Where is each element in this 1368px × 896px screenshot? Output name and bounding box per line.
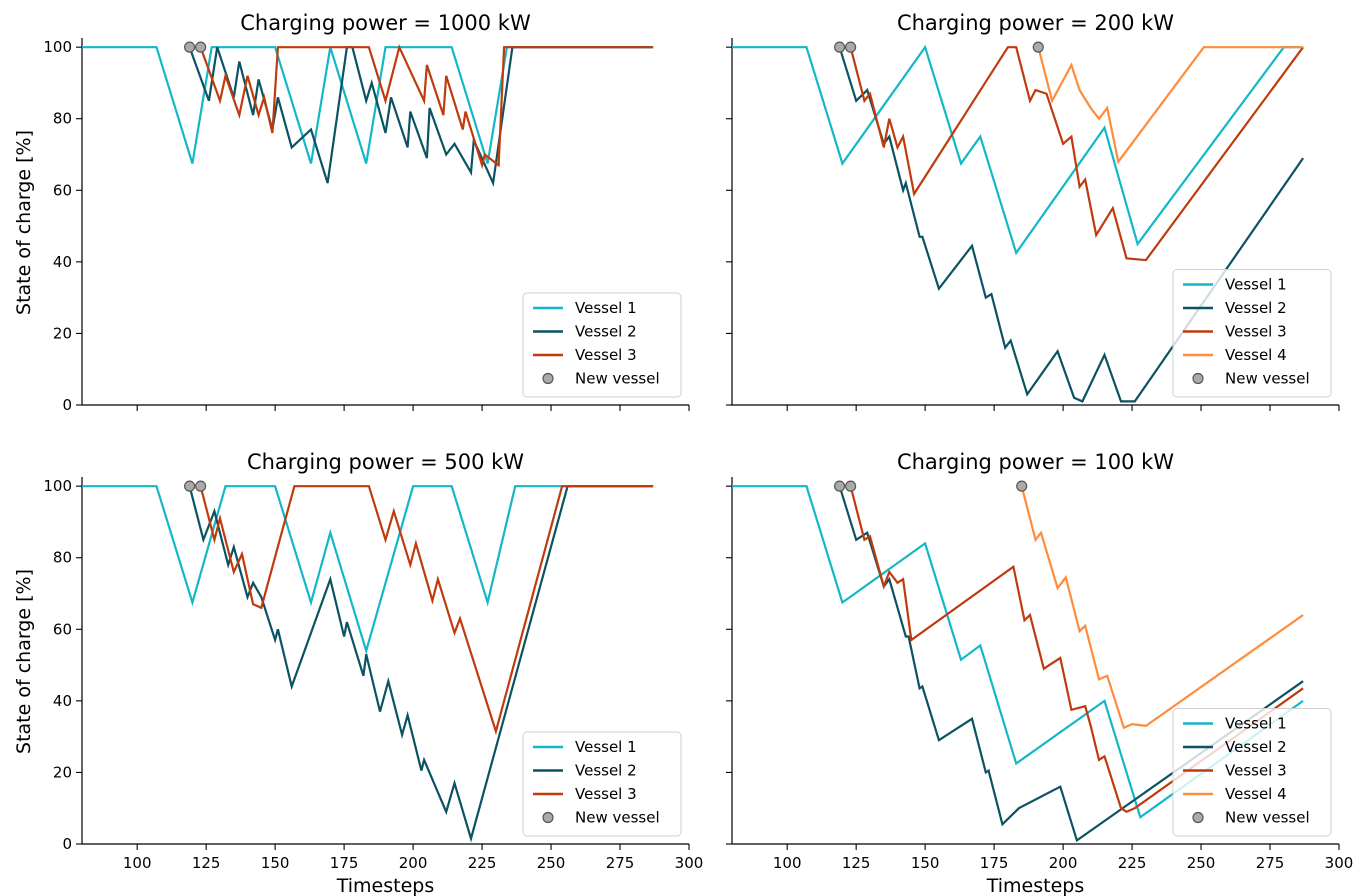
legend-label: Vessel 2 — [575, 323, 637, 341]
legend-label: New vessel — [1225, 370, 1310, 388]
x-tick-label: 225 — [468, 854, 497, 872]
series-line-vessel-1 — [732, 485, 1304, 819]
x-tick-label: 175 — [980, 854, 1009, 872]
legend-label: Vessel 3 — [1225, 323, 1287, 341]
series-line-vessel-3 — [199, 485, 654, 736]
x-tick-label: 125 — [842, 854, 871, 872]
chart-title: Charging power = 200 kW — [897, 11, 1174, 35]
y-tick-label: 20 — [53, 763, 72, 781]
x-tick-label: 150 — [261, 854, 290, 872]
new-vessel-marker — [1016, 480, 1028, 492]
series-line-vessel-3 — [849, 46, 1304, 262]
legend: Vessel 1 Vessel 2 Vessel 3 Vessel 4 New vess… — [1172, 269, 1332, 398]
x-tick-label: 125 — [192, 854, 221, 872]
legend-label: Vessel 2 — [1225, 738, 1287, 756]
legend-label: Vessel 3 — [575, 346, 637, 364]
legend: Vessel 1 Vessel 2 Vessel 3 New vessel — [522, 731, 682, 837]
legend-marker — [542, 811, 554, 824]
y-tick-label: 60 — [53, 181, 72, 199]
series-line-vessel-4 — [1037, 46, 1304, 165]
x-tick-label: 250 — [537, 854, 566, 872]
series-line-vessel-3 — [199, 43, 654, 170]
new-vessel-marker — [845, 41, 857, 53]
x-axis-label: Timesteps — [986, 875, 1085, 896]
chart-title: Charging power = 500 kW — [247, 450, 524, 474]
series-line-vessel-3 — [849, 485, 1304, 814]
y-tick-label: 100 — [43, 38, 72, 56]
legend-label: Vessel 3 — [575, 785, 637, 803]
legend-box — [522, 731, 682, 837]
series-line-vessel-1 — [82, 485, 654, 655]
legend-label: New vessel — [1225, 809, 1310, 827]
new-vessel-marker — [834, 41, 846, 53]
legend-label: New vessel — [575, 370, 660, 388]
legend-box — [522, 292, 682, 398]
x-tick-label: 225 — [1118, 854, 1147, 872]
y-tick-label: 0 — [62, 835, 72, 853]
new-vessel-marker — [845, 480, 857, 492]
new-vessel-marker — [184, 480, 196, 492]
legend-label: Vessel 1 — [1225, 276, 1287, 294]
legend-marker — [1192, 811, 1204, 824]
x-tick-label: 300 — [675, 854, 704, 872]
y-tick-label: 60 — [53, 620, 72, 638]
x-tick-label: 100 — [123, 854, 152, 872]
series-line-vessel-1 — [82, 46, 654, 164]
series-line-vessel-2 — [838, 46, 1305, 403]
new-vessel-marker — [195, 41, 207, 53]
legend: Vessel 1 Vessel 2 Vessel 3 Vessel 4 New vess… — [1172, 708, 1332, 837]
legend-label: Vessel 2 — [575, 762, 637, 780]
legend-box — [1172, 708, 1332, 837]
legend-label: Vessel 1 — [1225, 715, 1287, 733]
new-vessel-marker — [184, 41, 196, 53]
y-tick-label: 0 — [62, 396, 72, 414]
series-line-vessel-1 — [732, 44, 1304, 256]
legend-label: Vessel 1 — [575, 299, 637, 317]
legend-marker — [542, 372, 554, 385]
chart-title: Charging power = 1000 kW — [240, 11, 531, 35]
new-vessel-marker — [1032, 41, 1044, 53]
x-tick-label: 175 — [330, 854, 359, 872]
legend-label: Vessel 4 — [1225, 785, 1287, 803]
legend-label: Vessel 4 — [1225, 346, 1287, 364]
series-line-vessel-4 — [1020, 485, 1304, 730]
x-tick-label: 200 — [399, 854, 428, 872]
x-tick-label: 100 — [773, 854, 802, 872]
x-tick-label: 150 — [911, 854, 940, 872]
legend-label: New vessel — [575, 809, 660, 827]
y-tick-label: 100 — [43, 477, 72, 495]
y-tick-label: 20 — [53, 324, 72, 342]
y-tick-label: 40 — [53, 253, 72, 271]
chart-panel-4: Charging power = 100 kW 100 125 150 175 200 22… — [726, 450, 1353, 896]
x-tick-label: 275 — [606, 854, 635, 872]
legend-label: Vessel 2 — [1225, 299, 1287, 317]
legend-marker — [1192, 372, 1204, 385]
series-line-vessel-2 — [188, 46, 654, 188]
y-tick-label: 80 — [53, 110, 72, 128]
legend-label: Vessel 1 — [575, 738, 637, 756]
chart-title: Charging power = 100 kW — [897, 450, 1174, 474]
x-tick-label: 250 — [1187, 854, 1216, 872]
x-axis-label: Timesteps — [336, 875, 435, 896]
chart-panel-1: Charging power = 1000 kW 0 20 40 60 80 100 Stat… — [13, 11, 690, 414]
new-vessel-marker — [195, 480, 207, 492]
x-tick-label: 200 — [1049, 854, 1078, 872]
legend: Vessel 1 Vessel 2 Vessel 3 New vessel — [522, 292, 682, 398]
legend-box — [1172, 269, 1332, 398]
y-tick-label: 40 — [53, 692, 72, 710]
legend-label: Vessel 3 — [1225, 762, 1287, 780]
new-vessel-marker — [834, 480, 846, 492]
y-tick-label: 80 — [53, 549, 72, 567]
x-tick-label: 300 — [1325, 854, 1354, 872]
y-axis-label: State of charge [%] — [13, 569, 35, 754]
x-tick-label: 275 — [1256, 854, 1285, 872]
chart-panel-3: Charging power = 500 kW 0 20 40 60 80 100 100 12… — [13, 450, 703, 896]
y-axis-label: State of charge [%] — [13, 130, 35, 315]
